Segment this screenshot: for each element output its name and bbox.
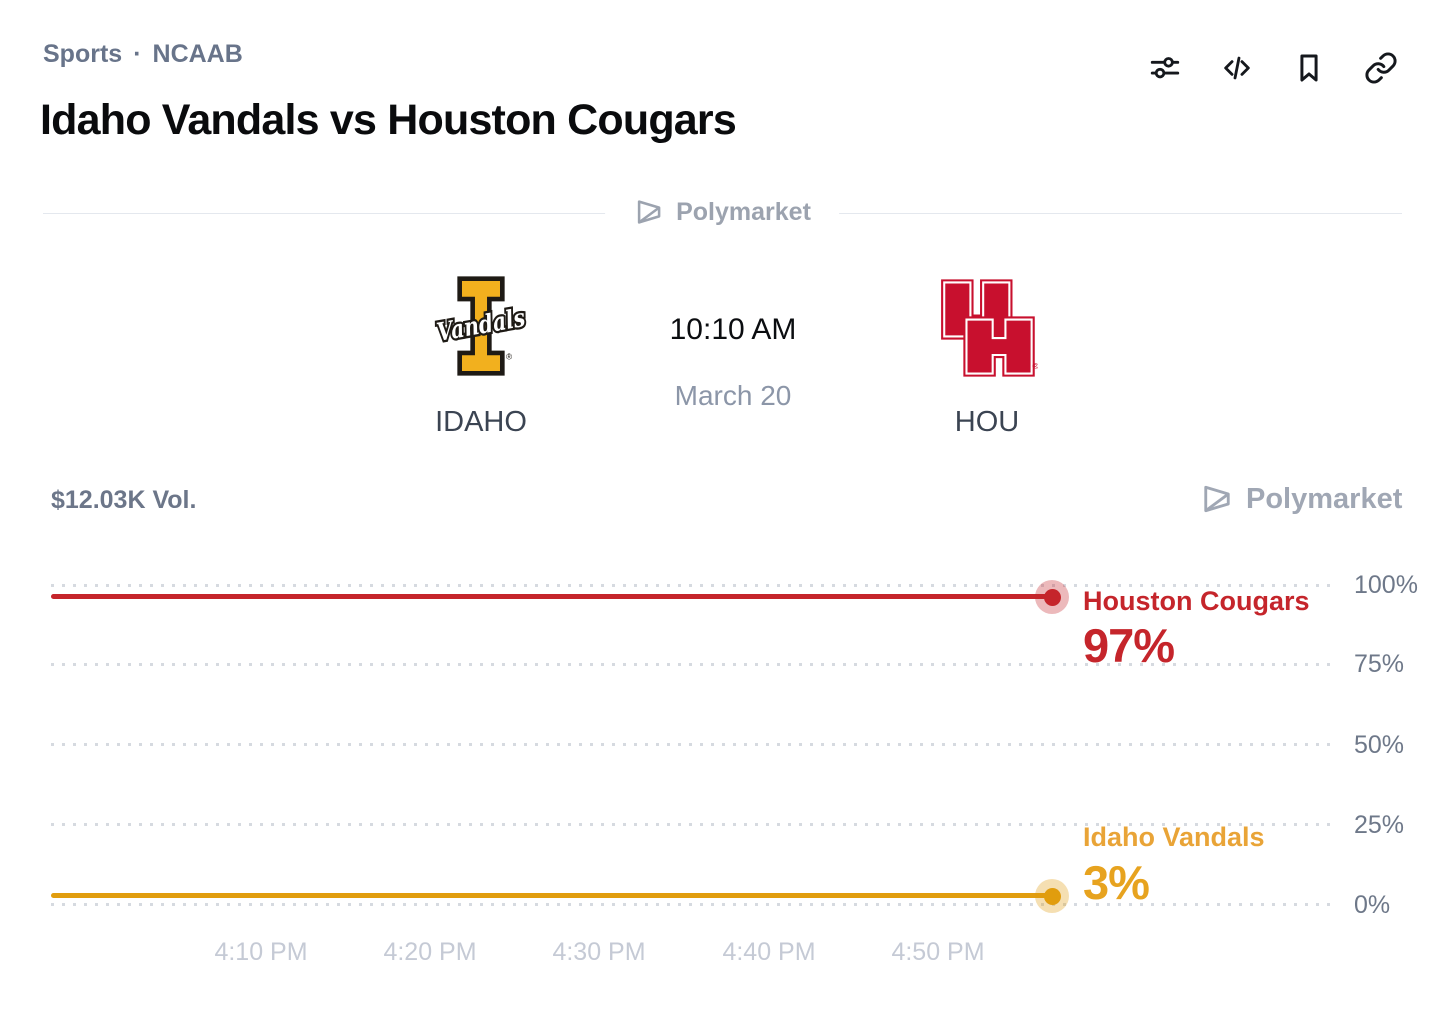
y-tick: 75% — [1354, 650, 1405, 678]
houston-logo-trademark: ® — [1032, 361, 1038, 371]
idaho-endpoint-dot — [1044, 888, 1061, 905]
game-time: 10:10 AM — [669, 313, 797, 346]
idaho-series-line — [51, 893, 1053, 898]
y-tick: 50% — [1354, 731, 1405, 759]
gridline-0 — [51, 903, 1338, 906]
sliders-icon — [1150, 57, 1180, 79]
idaho-logo-trademark: ® — [506, 351, 512, 361]
filter-sliders-button[interactable] — [1148, 51, 1182, 85]
uh-letter-h — [963, 316, 1035, 377]
houston-series-line — [51, 594, 1053, 599]
page-title: Idaho Vandals vs Houston Cougars — [40, 96, 737, 144]
polymarket-wordmark: Polymarket — [676, 197, 811, 226]
breadcrumb-league[interactable]: NCAAB — [152, 40, 243, 68]
idaho-series-value: 3% — [1083, 856, 1150, 909]
gridline-100 — [51, 584, 1338, 587]
gridline-25 — [51, 823, 1338, 826]
polymarket-wordmark: Polymarket — [1246, 482, 1403, 515]
x-tick: 4:10 PM — [214, 938, 308, 966]
houston-series-value: 97% — [1083, 619, 1175, 672]
game-date: March 20 — [674, 380, 792, 411]
header-actions — [1148, 51, 1398, 85]
code-embed-icon — [1224, 56, 1250, 80]
x-tick: 4:50 PM — [891, 938, 985, 966]
y-tick: 100% — [1354, 571, 1418, 599]
x-tick: 4:40 PM — [722, 938, 816, 966]
x-tick: 4:30 PM — [552, 938, 646, 966]
houston-series-label: Houston Cougars — [1083, 586, 1310, 616]
y-tick: 25% — [1354, 811, 1405, 839]
idaho-vandals-logo: Vandals ® — [432, 276, 530, 376]
y-tick: 0% — [1354, 891, 1391, 919]
x-tick: 4:20 PM — [383, 938, 477, 966]
gridline-50 — [51, 743, 1338, 746]
embed-code-button[interactable] — [1220, 51, 1254, 85]
breadcrumb-sports[interactable]: Sports — [43, 40, 123, 68]
polymarket-icon — [1204, 485, 1230, 513]
home-team-abbr: HOU — [954, 406, 1020, 438]
link-icon — [1365, 52, 1397, 84]
idaho-series-label: Idaho Vandals — [1083, 822, 1265, 852]
houston-endpoint-dot — [1044, 589, 1061, 606]
polymarket-attribution[interactable]: Polymarket — [605, 196, 839, 228]
bookmark-icon — [1300, 54, 1318, 82]
breadcrumb: Sports · NCAAB — [43, 40, 243, 69]
bookmark-button[interactable] — [1292, 51, 1326, 85]
gridline-75 — [51, 663, 1338, 666]
houston-cougars-logo: ® — [941, 279, 1038, 377]
volume-label: $12.03K Vol. — [51, 486, 197, 514]
away-team-abbr: IDAHO — [435, 406, 527, 438]
polymarket-icon — [637, 200, 661, 224]
share-link-button[interactable] — [1364, 51, 1398, 85]
breadcrumb-separator: · — [133, 40, 142, 68]
polymarket-chart-attribution[interactable]: Polymarket — [1199, 481, 1402, 517]
